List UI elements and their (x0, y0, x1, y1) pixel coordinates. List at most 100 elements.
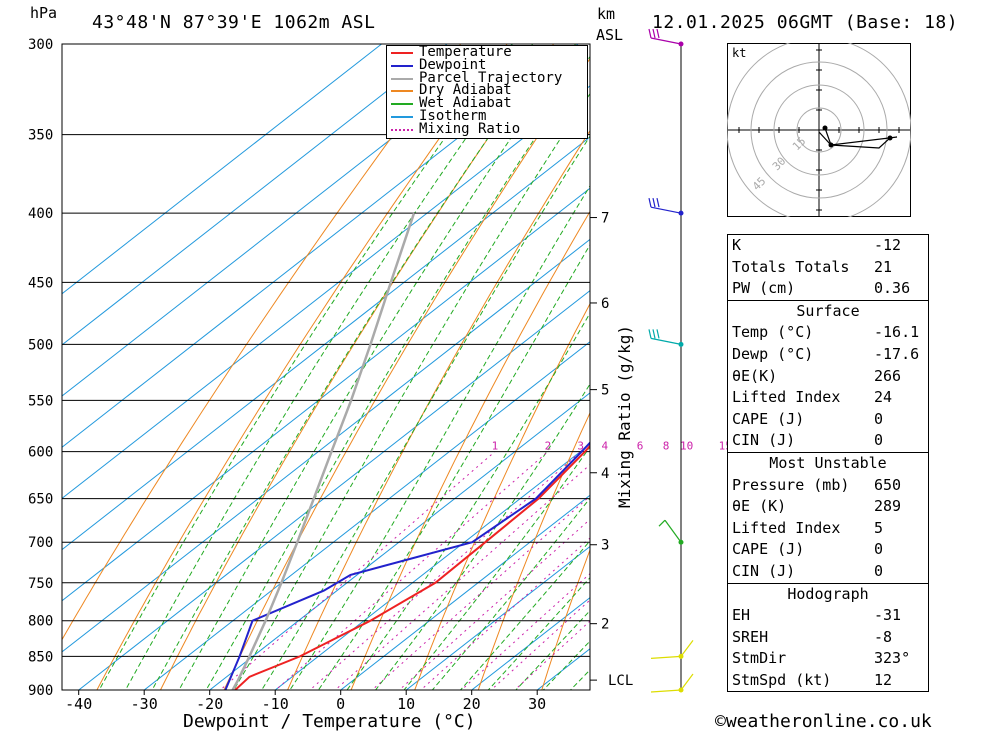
hodograph-ring (750, 61, 888, 199)
most-unstable-index-value: 0 (874, 561, 884, 580)
legend-entry: Parcel Trajectory (387, 69, 587, 86)
legend-label: Isotherm (419, 107, 487, 124)
mixing-ratio-line (490, 599, 590, 690)
pressure-tick-label: 300 (28, 37, 53, 53)
x-tick-label: 30 (528, 695, 546, 713)
wet-adiabat-line (178, 44, 577, 690)
hodograph-index-row: EH -31 (728, 605, 928, 627)
legend-label: Dry Adiabat (419, 82, 512, 99)
surface-index-value: -16.1 (874, 323, 920, 342)
surface-index-row: θE(K) 266 (728, 366, 928, 388)
copyright-footer: ©weatheronline.co.uk (715, 711, 932, 732)
most-unstable-index-row: CAPE (J) 0 (728, 539, 928, 561)
legend-swatch (391, 64, 413, 67)
hodograph-point (822, 125, 828, 131)
series-parcel-trajectory (231, 212, 416, 690)
legend-swatch (391, 90, 413, 93)
hodograph-index-label: StmDir (732, 649, 787, 668)
pressure-tick-label: 450 (28, 275, 53, 291)
dry-adiabat-line (62, 44, 462, 641)
mixing-ratio-label: 3 (577, 440, 584, 453)
wet-adiabat-line (403, 446, 590, 690)
hodograph-index-label: SREH (732, 627, 769, 646)
wet-adiabat-line (151, 44, 555, 690)
mixing-ratio-line (460, 572, 590, 690)
legend-label: Parcel Trajectory (419, 69, 563, 86)
pressure-tick-label: 400 (28, 206, 53, 222)
pressure-tick-label: 800 (28, 614, 53, 630)
most-unstable-index-value: 5 (874, 518, 884, 537)
pressure-tick-label: 900 (28, 683, 53, 699)
surface-index-label: Temp (°C) (732, 323, 814, 342)
surface-index-row: Dewp (°C) -17.6 (728, 344, 928, 366)
legend-swatch (391, 115, 413, 118)
most-unstable-index-label: Pressure (mb) (732, 475, 850, 494)
most-unstable-index-label: Lifted Index (732, 518, 841, 537)
isotherm-line (62, 136, 590, 551)
mixing-ratio-axis-label: Mixing Ratio (g/kg) (615, 325, 634, 508)
surface-index-row: Temp (°C) -16.1 (728, 322, 928, 344)
km-tick-label: 6 (601, 296, 609, 312)
general-index-label: K (732, 236, 742, 254)
dry-adiabat-line (414, 302, 590, 690)
wet-adiabat-line (374, 383, 590, 690)
pressure-tick-label: 850 (28, 649, 53, 665)
isotherm-line (274, 443, 590, 690)
surface-index-value: 0 (874, 431, 884, 450)
most-unstable-title: Most Unstable (769, 453, 887, 472)
isotherm-line (62, 44, 448, 346)
wind-barb (648, 28, 682, 45)
isotherm-line (470, 596, 590, 690)
mixing-ratio-line (420, 537, 590, 690)
km-tick-label: 7 (601, 211, 609, 227)
chart-legend: Temperature Dewpoint Parcel Trajectory Dry … (386, 45, 588, 139)
wet-adiabat-line (515, 609, 590, 690)
most-unstable-index-label: CIN (J) (732, 561, 796, 580)
pressure-tick-label: 600 (28, 445, 53, 461)
mixing-ratio-line (219, 451, 496, 690)
dry-adiabat-line (223, 57, 590, 690)
wet-adiabat-line (346, 312, 590, 690)
x-tick-label: 0 (336, 695, 345, 713)
x-tick-label: 20 (463, 695, 481, 713)
isotherm-line (62, 44, 579, 448)
isotherm-line (339, 494, 590, 690)
general-index-value: 21 (874, 257, 893, 276)
hodograph-point (887, 135, 893, 141)
sounding-datetime: 12.01.2025 06GMT (Base: 18) (652, 12, 959, 33)
mixing-ratio-line (334, 464, 590, 690)
pressure-tick-label: 700 (28, 535, 53, 551)
most-unstable-index-row: θE (K) 289 (728, 496, 928, 518)
legend-label: Mixing Ratio (419, 120, 521, 137)
surface-index-value: 266 (874, 366, 902, 385)
mixing-ratio-label: 10 (680, 440, 693, 453)
legend-entry: Mixing Ratio (387, 120, 587, 137)
km-unit-label: km (597, 5, 616, 23)
km-tick-label: 5 (601, 383, 609, 399)
hodograph-index-value: -31 (874, 606, 902, 625)
general-index-value: -12 (874, 236, 902, 254)
most-unstable-index-row: Lifted Index 5 (728, 518, 928, 540)
dry-adiabat-line (96, 44, 508, 690)
plot-frame (61, 43, 591, 691)
hodograph-title: Hodograph (787, 584, 869, 603)
isotherm-line (405, 545, 590, 690)
x-tick-label: -10 (262, 695, 289, 713)
mixing-ratio-line (274, 451, 549, 690)
wind-barb (648, 329, 682, 345)
isotherm-line (62, 44, 513, 397)
legend-swatch (391, 52, 413, 54)
most-unstable-index-value: 289 (874, 497, 902, 516)
hodograph-ring (773, 84, 865, 176)
wind-barb (650, 640, 694, 659)
general-index-label: Totals Totals (732, 257, 850, 276)
legend-swatch (391, 77, 413, 80)
wet-adiabat-line (431, 497, 590, 690)
asl-unit-label: ASL (596, 26, 624, 44)
wind-barb (658, 519, 682, 543)
surface-title: Surface (796, 301, 860, 320)
most-unstable-index-label: θE (K) (732, 497, 787, 516)
dry-adiabat-line (541, 548, 590, 690)
wet-adiabat-line (261, 135, 590, 690)
